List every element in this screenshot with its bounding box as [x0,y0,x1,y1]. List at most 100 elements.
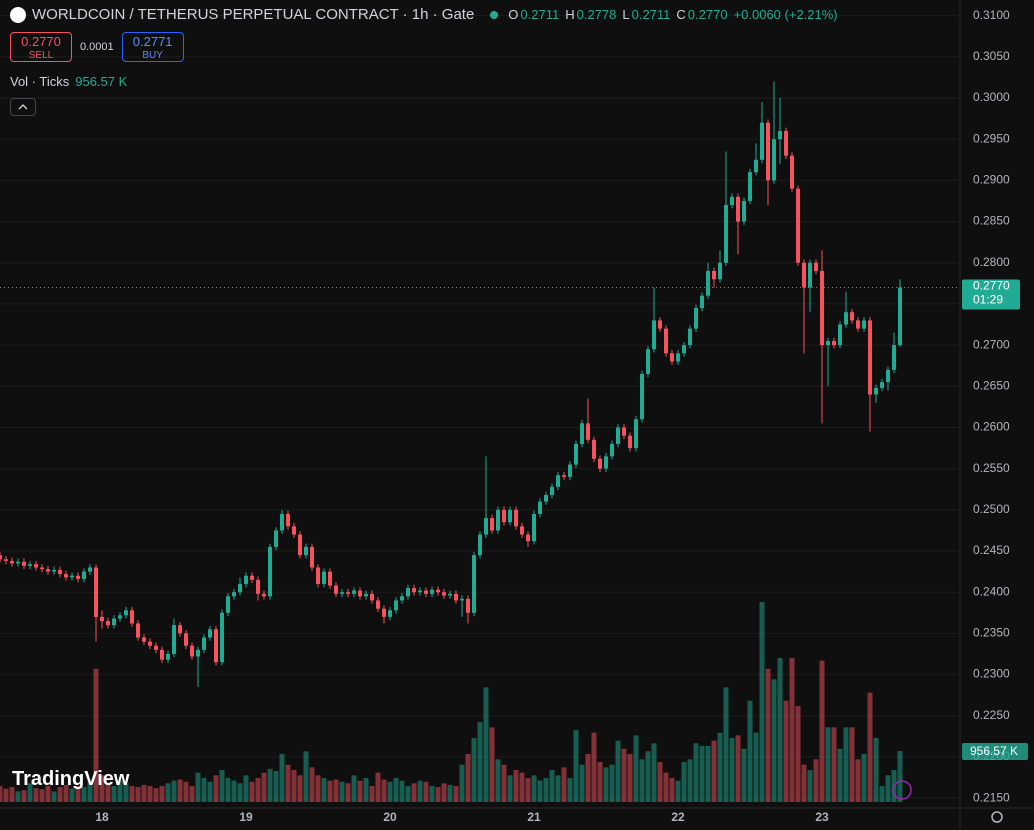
candle-body [286,513,290,527]
volume-title: Vol · Ticks [10,74,70,89]
y-tick-label: 0.2800 [973,255,1010,269]
volume-bar [885,775,891,802]
candle-body [436,589,440,593]
candle-body [352,590,356,594]
candle-body [808,262,812,288]
candle-body [388,610,392,617]
candle-body [862,320,866,329]
volume-bar [411,783,417,802]
volume-bar [27,783,33,802]
ohlc-key: O [508,7,519,22]
volume-bar [147,786,153,802]
x-tick-label: 21 [527,810,541,824]
candle-body [400,596,404,601]
y-tick-label: 0.2650 [973,378,1010,392]
candle-body [658,320,662,329]
candle-body [34,564,38,568]
volume-bar [831,727,837,802]
volume-bar [243,775,249,802]
y-tick-label: 0.2550 [973,461,1010,475]
x-tick-label: 19 [239,810,253,824]
candle-body [76,575,80,580]
candle-body [484,518,488,535]
volume-bar [393,778,399,802]
volume-bar [93,668,99,802]
candle-body [190,645,194,657]
volume-bar [231,780,237,802]
volume-bar [183,781,189,802]
symbol-icon [10,6,26,23]
volume-bar [867,692,873,802]
volume-bar [729,738,735,802]
volume-bar [573,730,579,802]
candle-body [646,349,650,374]
buy-label: BUY [142,50,163,61]
ohlc-value: 0.2711 [520,7,560,22]
ohlc-item: O 0.2711 [508,7,559,22]
candle-body [598,458,602,469]
candle-body [544,495,548,502]
candle-body [616,427,620,444]
volume-bar [87,780,93,802]
candle-body [250,575,254,580]
candle-body [520,526,524,535]
candle-body [16,561,20,564]
volume-bar [855,759,861,802]
candle-body [802,262,806,288]
buy-button[interactable]: 0.2771 BUY [121,32,184,62]
y-tick-label: 0.2600 [973,420,1010,434]
volume-bar [0,786,3,802]
candle-body [454,593,458,601]
chart-title: WORLDCOIN / TETHERUS PERPETUAL CONTRACT … [32,6,475,23]
volume-bar [15,791,21,802]
volume-bar [693,743,699,802]
volume-bar [681,762,687,802]
volume-bar [303,751,309,802]
volume-bar [849,727,855,802]
candle-body [760,122,764,160]
candle-body [118,615,122,619]
volume-bar [9,787,15,802]
candle-body [280,513,284,531]
volume-tag-label: 956.57 K [970,744,1018,758]
candle-body [46,569,50,572]
candle-body [418,590,422,593]
volume-bar [669,778,675,802]
candle-body [712,270,716,280]
candle-body [568,464,572,477]
candle-body [730,196,734,206]
volume-bar [753,732,759,802]
volume-bar [177,779,183,802]
ohlc-item: C 0.2770 [676,7,727,22]
volume-bar [513,770,519,802]
candle-body [778,130,782,140]
volume-bar [99,775,105,802]
volume-bar [591,732,597,802]
candle-body [4,559,8,561]
candle-body [592,439,596,459]
volume-bar [123,783,129,802]
sell-button[interactable]: 0.2770 SELL [10,32,72,62]
volume-bar [747,700,753,802]
volume-bar [795,706,801,802]
volume-bar [237,783,243,802]
y-tick-label: 0.2150 [973,790,1010,804]
ohlc-item: L 0.2711 [622,7,670,22]
y-tick-label: 0.3100 [973,8,1010,22]
volume-bar [447,784,453,802]
candle-body [490,518,494,531]
volume-bar [603,767,609,802]
volume-bar [111,786,117,802]
volume-bar [531,775,537,802]
candle-body [580,423,584,444]
volume-bar [561,767,567,802]
collapse-button[interactable] [10,98,36,116]
y-tick-label: 0.2400 [973,584,1010,598]
candle-body [88,567,92,572]
candle-body [742,200,746,222]
candle-body [334,585,338,594]
volume-bar [843,727,849,802]
price-tag-label: 0.2770 [973,279,1010,293]
